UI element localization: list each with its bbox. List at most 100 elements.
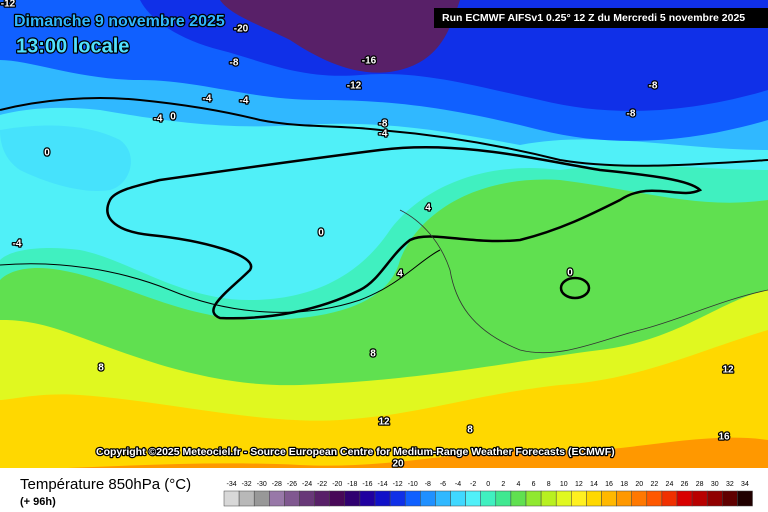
scale-label: -10 — [408, 481, 418, 488]
scale-label: 0 — [486, 481, 490, 488]
scale-cell — [510, 490, 527, 507]
isotherm-minus-4 — [0, 97, 768, 167]
map-title: Dimanche 9 novembre 2025 — [14, 13, 225, 30]
contour-label: -4 — [203, 94, 212, 105]
contour-label: -4 — [379, 129, 388, 140]
scale-label: -12 — [393, 481, 403, 488]
scale-label: 26 — [681, 481, 689, 488]
greenland — [0, 125, 131, 191]
scale-cell — [314, 490, 330, 507]
scale-cell — [374, 490, 391, 507]
scale-cell — [480, 490, 497, 507]
isotherm-4 — [0, 249, 441, 313]
contour-label: -8 — [649, 81, 658, 92]
scale-cell — [465, 490, 481, 507]
temperature-field — [0, 0, 768, 470]
scale-cell — [555, 490, 572, 507]
scale-label: 22 — [650, 481, 658, 488]
scale-cell — [737, 490, 753, 507]
scale-label: 16 — [605, 481, 613, 488]
contours — [0, 97, 768, 354]
scale-cell — [389, 490, 406, 507]
scale-cell — [676, 490, 693, 507]
scale-cell — [420, 490, 436, 507]
contour-label: -4 — [154, 114, 163, 125]
scale-label: 32 — [726, 481, 734, 488]
band-purple — [220, 0, 460, 73]
scale-label: -26 — [287, 481, 297, 488]
contour-label: 8 — [370, 349, 376, 360]
contour-label: 12 — [378, 417, 390, 428]
scale-cell — [601, 490, 617, 507]
contour-label: -8 — [379, 119, 388, 130]
scale-cell — [435, 490, 451, 507]
scale-label: 10 — [560, 481, 568, 488]
contour-label: -8 — [230, 58, 239, 69]
scale-cell — [344, 490, 361, 507]
scale-label: -6 — [440, 481, 446, 488]
scale-cell — [525, 490, 542, 507]
scale-cell — [269, 490, 285, 507]
scale-label: 4 — [516, 481, 520, 488]
scale-label: 8 — [547, 481, 551, 488]
scale-cell — [359, 490, 376, 507]
scale-label: -4 — [455, 481, 461, 488]
legend-title: Température 850hPa (°C) — [20, 476, 191, 493]
scale-cell — [571, 490, 587, 507]
contour-label: 20 — [392, 459, 404, 470]
scale-label: -22 — [317, 481, 327, 488]
scale-cell — [586, 490, 602, 507]
scale-label: -32 — [242, 481, 252, 488]
zero-isotherm-pocket — [559, 276, 591, 300]
contour-label: 4 — [425, 203, 431, 214]
scale-label: -20 — [332, 481, 342, 488]
map-time: 13:00 locale — [16, 35, 129, 57]
scale-cell — [450, 490, 466, 507]
scale-label: 34 — [741, 481, 749, 488]
coastline — [399, 209, 768, 354]
scale-cell — [495, 490, 512, 507]
contour-label: -16 — [362, 56, 377, 67]
contour-label: 0 — [44, 148, 50, 159]
contour-label: -4 — [13, 239, 22, 250]
scale-cell — [722, 490, 738, 507]
scale-label: -24 — [302, 481, 312, 488]
scale-label: 18 — [620, 481, 628, 488]
scale-label: 30 — [711, 481, 719, 488]
run-box — [434, 8, 768, 28]
contour-label: 0 — [170, 112, 176, 123]
scale-label: 20 — [635, 481, 643, 488]
contour-label: 0 — [318, 228, 324, 239]
zero-isotherm — [106, 146, 703, 320]
scale-label: 2 — [501, 481, 505, 488]
scale-label: -2 — [470, 481, 476, 488]
contour-label: -8 — [627, 109, 636, 120]
scale-label: -8 — [425, 481, 431, 488]
scale-label: -18 — [347, 481, 357, 488]
scale-label: 28 — [696, 481, 704, 488]
scale-cell — [253, 490, 270, 507]
contour-label: -12 — [1, 0, 16, 10]
scale-cell — [631, 490, 648, 507]
scale-cell — [299, 490, 315, 507]
contour-label: -12 — [347, 81, 362, 92]
forecast-lead: (+ 96h) — [20, 496, 56, 508]
scale-label: 6 — [532, 481, 536, 488]
contour-label: 12 — [722, 365, 734, 376]
scale-cell — [661, 490, 678, 507]
scale-cell — [646, 490, 663, 507]
scale-cell — [329, 490, 346, 507]
scale-cell — [284, 490, 300, 507]
scale-label: -28 — [272, 481, 282, 488]
contour-label: 4 — [397, 269, 403, 280]
contour-label: -20 — [234, 24, 249, 35]
scale-cell — [540, 490, 557, 507]
scale-cell — [238, 490, 255, 507]
contour-label: 16 — [718, 432, 730, 443]
scale-cell — [223, 490, 240, 507]
scale-label: -14 — [377, 481, 387, 488]
copyright: Copyright ©2025 Meteociel.fr - Source Eu… — [96, 446, 615, 458]
